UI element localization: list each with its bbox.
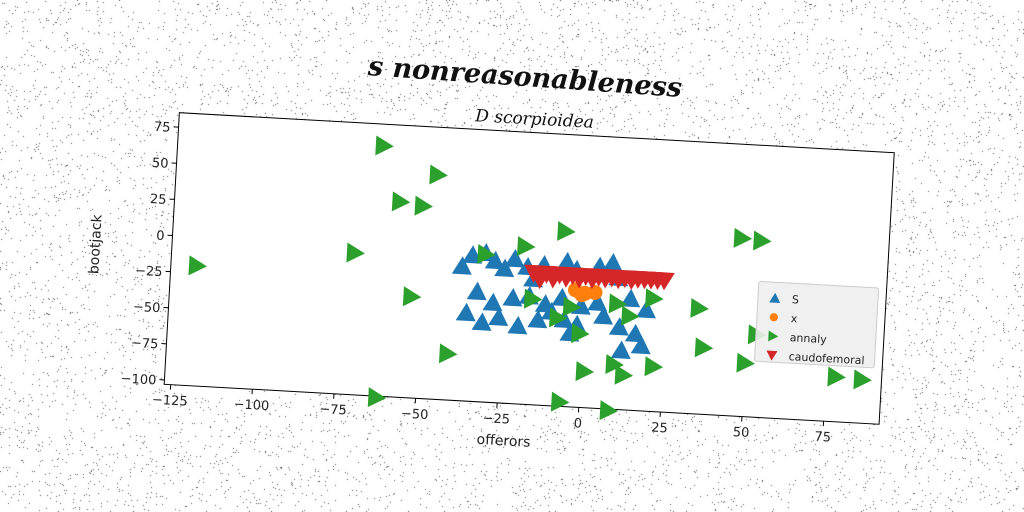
chart-title: D scorpioidea (474, 106, 595, 133)
y-tick-label: −25 (135, 264, 163, 281)
y-tick-label: −75 (131, 336, 159, 353)
x-tick-label: −100 (233, 397, 270, 414)
x-tick-label: −50 (400, 407, 428, 424)
legend-label-x: x (790, 312, 798, 325)
legend-label-annaly: annaly (789, 331, 827, 346)
x-tick-label: −25 (482, 411, 510, 428)
y-tick-label: 50 (152, 156, 169, 172)
y-tick-label: −50 (133, 300, 161, 317)
x-tick-label: 75 (814, 430, 831, 446)
y-tick-label: 75 (154, 120, 171, 136)
legend-label-S: S (792, 293, 800, 306)
y-tick-label: 25 (150, 192, 167, 208)
x-tick-label: 25 (651, 421, 668, 437)
x-tick-label: −75 (319, 402, 347, 419)
x-tick-label: 0 (573, 416, 582, 431)
x-tick-label: 50 (732, 425, 749, 441)
x-tick-label: −125 (152, 393, 189, 410)
y-tick-label: 0 (156, 229, 165, 244)
axes-group: D scorpioidea −125 −100 −75 −50 −25 0 25 50 75 7… (78, 85, 896, 470)
y-axis-label: bootjack (86, 213, 105, 274)
y-tick-label: −100 (120, 372, 157, 389)
x-axis-label: offerors (476, 432, 531, 451)
